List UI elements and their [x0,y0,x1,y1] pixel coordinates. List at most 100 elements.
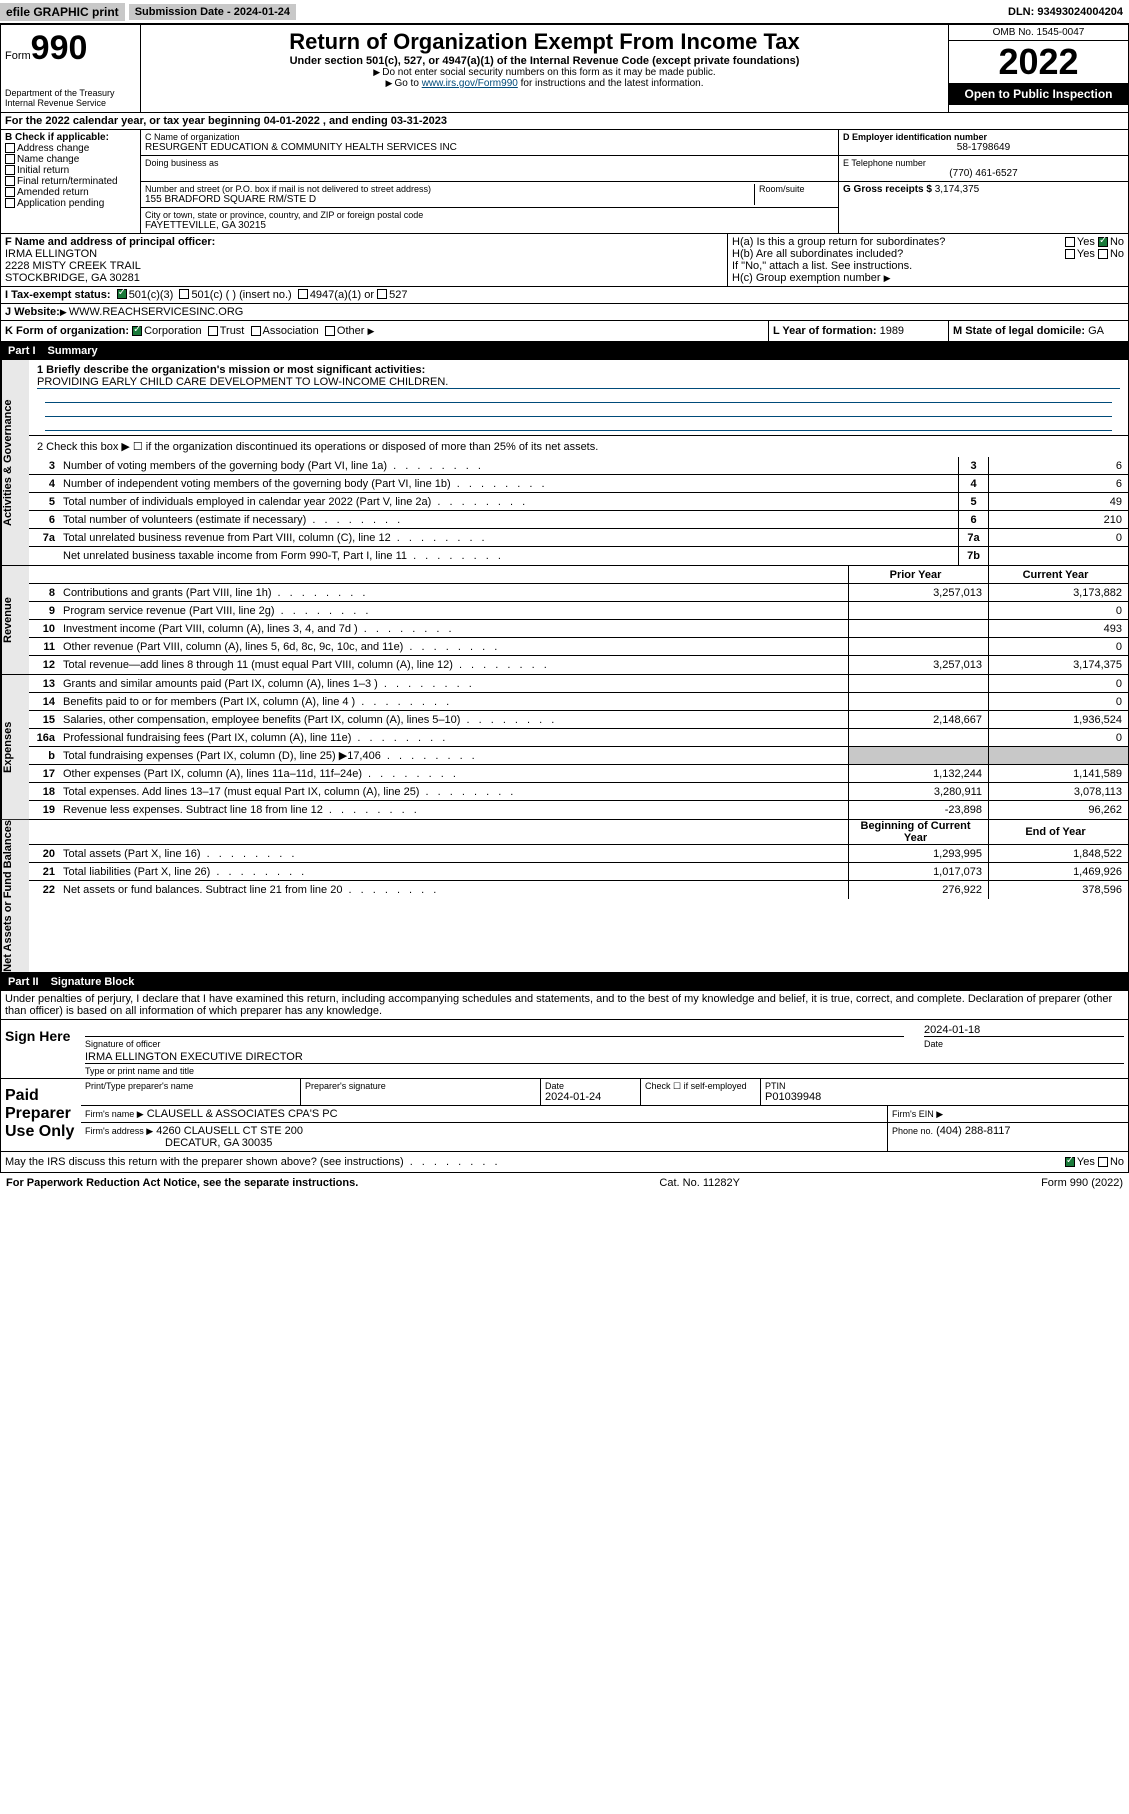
sign-here-label: Sign Here [1,1020,81,1078]
line-desc: Number of independent voting members of … [59,478,958,490]
final-return-checkbox[interactable] [5,176,15,186]
part1-summary: Activities & Governance 1 Briefly descri… [0,360,1129,973]
top-strip: efile GRAPHIC print Submission Date - 20… [0,0,1129,24]
line-prior: 3,280,911 [848,783,988,800]
summary-row: 14 Benefits paid to or for members (Part… [29,693,1128,711]
col-current: Current Year [988,566,1128,583]
line-current: 3,174,375 [988,656,1128,674]
arrow-icon [884,272,893,284]
officer-label: F Name and address of principal officer: [5,236,723,248]
line-num: 13 [29,678,59,690]
opt-4947: 4947(a)(1) or [310,289,374,301]
line-current: 0 [988,602,1128,619]
line-prior: -23,898 [848,801,988,819]
summary-row: 10 Investment income (Part VIII, column … [29,620,1128,638]
hc-label: H(c) Group exemption number [732,272,881,284]
assoc-checkbox[interactable] [251,326,261,336]
line-current: 0 [988,693,1128,710]
part2-header: Part II Signature Block [0,973,1129,991]
summary-row: 16a Professional fundraising fees (Part … [29,729,1128,747]
line-prior [848,747,988,764]
line-num: 7a [29,532,59,544]
summary-row: 13 Grants and similar amounts paid (Part… [29,675,1128,693]
yes-label2: Yes [1077,248,1095,260]
summary-row: 4 Number of independent voting members o… [29,475,1128,493]
summary-row: 17 Other expenses (Part IX, column (A), … [29,765,1128,783]
summary-row: 9 Program service revenue (Part VIII, li… [29,602,1128,620]
line-val: 210 [988,511,1128,528]
527-checkbox[interactable] [377,289,387,299]
trust-checkbox[interactable] [208,326,218,336]
501c3-checkbox[interactable] [117,289,127,299]
line-num: 3 [29,460,59,472]
line-box: 6 [958,511,988,528]
line-current: 3,078,113 [988,783,1128,800]
no-label2: No [1110,248,1124,260]
section-bcdeg: B Check if applicable: Address change Na… [0,130,1129,234]
name-change-checkbox[interactable] [5,154,15,164]
line-box: 7b [958,547,988,565]
website-value: WWW.REACHSERVICESINC.ORG [69,306,244,318]
form-ref: Form 990 (2022) [1041,1177,1123,1189]
summary-row: 20 Total assets (Part X, line 16) 1,293,… [29,845,1128,863]
summary-row: 8 Contributions and grants (Part VIII, l… [29,584,1128,602]
line-current: 0 [988,675,1128,692]
hb-yes-checkbox[interactable] [1065,249,1075,259]
discuss-no-checkbox[interactable] [1098,1157,1108,1167]
initial-return-checkbox[interactable] [5,165,15,175]
line-current: 96,262 [988,801,1128,819]
line-num: 5 [29,496,59,508]
section-b-label: B Check if applicable: [5,132,136,143]
line-num: 11 [29,641,59,653]
m-label: M State of legal domicile: [953,325,1085,337]
line-num: b [29,750,59,762]
line-desc: Number of voting members of the governin… [59,460,958,472]
section-j: J Website: WWW.REACHSERVICESINC.ORG [0,304,1129,321]
opt-other: Other [337,325,365,337]
sig-date: 2024-01-18 [924,1024,1124,1037]
app-pending-checkbox[interactable] [5,198,15,208]
prep-check: Check ☐ if self-employed [645,1081,756,1092]
line-desc: Other expenses (Part IX, column (A), lin… [59,768,848,780]
sig-name: IRMA ELLINGTON EXECUTIVE DIRECTOR [85,1051,1124,1064]
opt-final: Final return/terminated [17,176,118,187]
line-desc: Net assets or fund balances. Subtract li… [59,884,848,896]
hb-no-checkbox[interactable] [1098,249,1108,259]
line-num: 19 [29,804,59,816]
line-prior [848,693,988,710]
note2-suffix: for instructions and the latest informat… [518,78,704,89]
line-box: 5 [958,493,988,510]
irs-link[interactable]: www.irs.gov/Form990 [422,78,518,89]
discuss-yes-checkbox[interactable] [1065,1157,1075,1167]
ptin: P01039948 [765,1091,1124,1103]
hb-note: If "No," attach a list. See instructions… [732,260,1124,272]
other-checkbox[interactable] [325,326,335,336]
summary-row: 12 Total revenue—add lines 8 through 11 … [29,656,1128,674]
opt-amended: Amended return [17,187,89,198]
firm-city: DECATUR, GA 30035 [165,1137,883,1149]
line-desc: Salaries, other compensation, employee b… [59,714,848,726]
ha-yes-checkbox[interactable] [1065,237,1075,247]
sig-name-label: Type or print name and title [85,1066,1124,1076]
line-current: 1,141,589 [988,765,1128,782]
firm-ein-label: Firm's EIN ▶ [892,1109,943,1119]
city-value: FAYETTEVILLE, GA 30215 [145,220,834,231]
line-desc: Professional fundraising fees (Part IX, … [59,732,848,744]
line2: 2 Check this box ▶ ☐ if the organization… [29,436,1128,457]
tab-governance: Activities & Governance [1,360,29,565]
address-change-checkbox[interactable] [5,143,15,153]
form-note1: Do not enter social security numbers on … [145,67,944,78]
ein-value: 58-1798649 [843,142,1124,153]
arrow-icon [367,325,376,337]
line-current [988,747,1128,764]
line-prior [848,638,988,655]
mission-blank [45,417,1112,431]
efile-label[interactable]: efile GRAPHIC print [0,3,125,21]
line-current: 1,848,522 [988,845,1128,862]
corp-checkbox[interactable] [132,326,142,336]
ha-no-checkbox[interactable] [1098,237,1108,247]
signature-block: Sign Here Signature of officer 2024-01-1… [0,1020,1129,1173]
501c-checkbox[interactable] [179,289,189,299]
4947-checkbox[interactable] [298,289,308,299]
amended-return-checkbox[interactable] [5,187,15,197]
